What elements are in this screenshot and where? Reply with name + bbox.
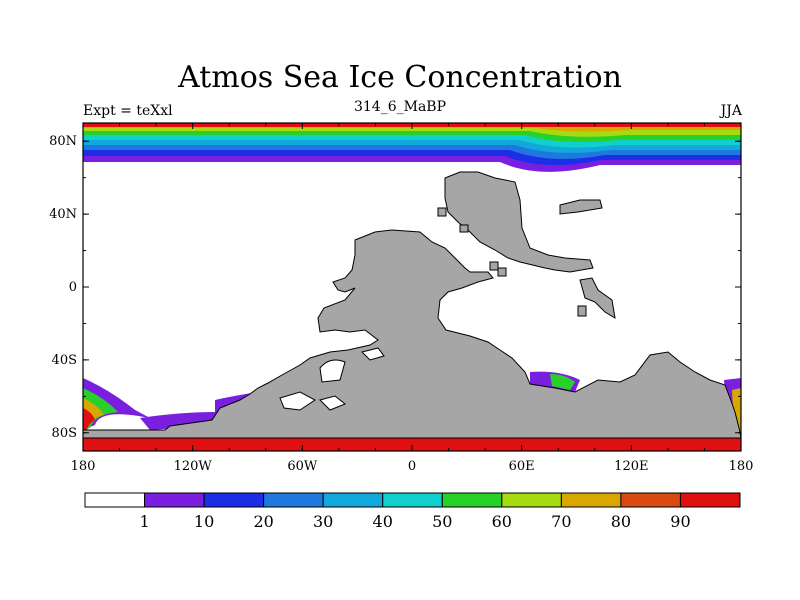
island-small-a [577, 305, 587, 317]
inland-water [279, 347, 385, 411]
x-tick-label: 180 [729, 459, 754, 474]
land-masses [82, 171, 742, 439]
colorbar-swatch [441, 492, 503, 508]
colorbar-swatch [382, 492, 443, 508]
colorbar-swatch [620, 492, 681, 508]
time-label: 314_6_MaBP [353, 99, 447, 115]
colorbar-swatch [203, 492, 265, 508]
colorbar-swatch [560, 492, 622, 508]
colorbar-swatch [679, 492, 741, 508]
colorbar-labels: 1 10 20 30 40 50 60 70 80 90 [139, 512, 690, 531]
colorbar-level-label: 50 [432, 512, 452, 531]
island-small-e [459, 224, 469, 233]
colorbar-level-label: 90 [670, 512, 690, 531]
y-tick-label: 40S [52, 353, 77, 368]
season-label: JJA [720, 103, 742, 119]
colorbar-swatch [322, 492, 384, 508]
island-east [559, 199, 603, 215]
colorbar-level-label: 1 [139, 512, 149, 531]
colorbar-swatch [263, 492, 324, 508]
y-tick-label: 80S [52, 426, 77, 441]
colorbar-swatch [144, 492, 205, 508]
x-axis: 180 120W 60W 0 60E 120E 180 [71, 123, 754, 474]
colorbar-level-label: 60 [492, 512, 512, 531]
y-tick-label: 40N [49, 207, 77, 222]
island-small-c [489, 261, 499, 271]
map-title: Atmos Sea Ice Concentration [178, 60, 622, 95]
continent-main [82, 229, 742, 439]
y-tick-label: 80N [49, 134, 77, 149]
y-tick-label: 0 [69, 280, 77, 295]
colorbar-level-label: 20 [253, 512, 273, 531]
colorbar-level-label: 70 [551, 512, 571, 531]
colorbar-level-label: 40 [373, 512, 393, 531]
x-tick-label: 120E [614, 459, 648, 474]
colorbar [84, 492, 741, 508]
colorbar-swatch [84, 492, 146, 508]
colorbar-swatch [501, 492, 562, 508]
colorbar-level-label: 10 [194, 512, 214, 531]
island-small-b [437, 207, 447, 217]
experiment-label: Expt = teXxl [83, 103, 173, 119]
x-tick-label: 120W [174, 459, 213, 474]
island-small-d [497, 267, 507, 277]
x-tick-label: 60E [509, 459, 535, 474]
x-tick-label: 60W [287, 459, 318, 474]
island-southeast [579, 277, 616, 319]
colorbar-level-label: 80 [611, 512, 631, 531]
colorbar-level-label: 30 [313, 512, 333, 531]
x-tick-label: 0 [408, 459, 416, 474]
y-axis: 80N 40N 0 40S 80S [49, 134, 741, 441]
x-tick-label: 180 [71, 459, 96, 474]
